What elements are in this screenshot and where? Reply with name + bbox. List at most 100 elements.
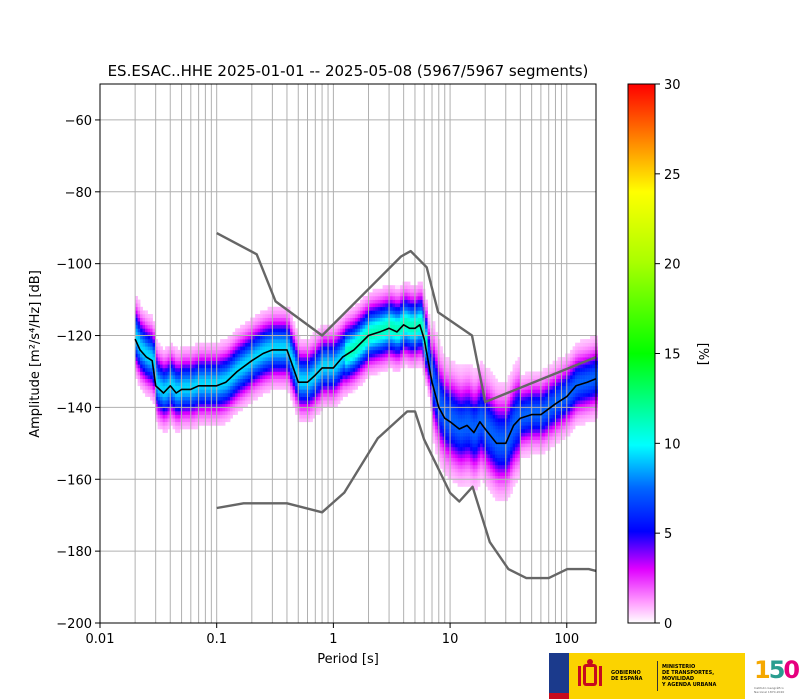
- heatmap-cell: [417, 292, 421, 297]
- heatmap-cell: [487, 450, 491, 455]
- heatmap-cell: [380, 299, 383, 304]
- heatmap-cell: [535, 385, 538, 390]
- heatmap-cell: [305, 339, 308, 343]
- heatmap-cell: [302, 411, 306, 415]
- heatmap-cell: [497, 486, 501, 491]
- heatmap-cell: [515, 450, 518, 455]
- heatmap-cell: [225, 400, 228, 405]
- heatmap-cell: [252, 335, 256, 340]
- heatmap-cell: [545, 382, 548, 387]
- heatmap-cell: [342, 314, 346, 318]
- chart-title: ES.ESAC..HHE 2025-01-01 -- 2025-05-08 (5…: [108, 62, 589, 80]
- heatmap-cell: [247, 346, 251, 351]
- heatmap-cell: [460, 407, 463, 412]
- heatmap-cell: [312, 382, 316, 387]
- heatmap-cell: [442, 364, 446, 369]
- heatmap-cell: [310, 407, 313, 412]
- heatmap-cell: [515, 403, 518, 408]
- heatmap-cell: [515, 432, 518, 437]
- heatmap-cell: [327, 385, 331, 390]
- heatmap-cell: [195, 400, 198, 405]
- heatmap-cell: [217, 371, 221, 376]
- heatmap-cell: [385, 292, 388, 297]
- heatmap-cell: [527, 443, 531, 448]
- heatmap-cell: [467, 396, 471, 401]
- heatmap-cell: [545, 378, 548, 383]
- heatmap-cell: [482, 364, 486, 369]
- heatmap-cell: [337, 367, 341, 372]
- heatmap-cell: [532, 446, 536, 451]
- heatmap-cell: [135, 335, 138, 340]
- heatmap-cell: [465, 414, 468, 419]
- heatmap-cell: [280, 321, 283, 326]
- heatmap-cell: [307, 389, 311, 394]
- heatmap-cell: [247, 385, 251, 390]
- heatmap-cell: [297, 418, 301, 423]
- heatmap-cell: [545, 446, 548, 451]
- heatmap-cell: [425, 306, 428, 311]
- heatmap-cell: [495, 418, 498, 423]
- heatmap-cell: [377, 328, 381, 333]
- heatmap-cell: [267, 342, 271, 347]
- heatmap-cell: [260, 349, 263, 354]
- heatmap-cell: [320, 367, 323, 372]
- heatmap-cell: [497, 450, 501, 455]
- heatmap-cell: [535, 450, 538, 455]
- heatmap-cell: [185, 349, 188, 354]
- heatmap-cell: [497, 407, 501, 412]
- heatmap-cell: [155, 339, 158, 343]
- heatmap-cell: [232, 411, 236, 415]
- heatmap-cell: [375, 335, 378, 340]
- heatmap-cell: [377, 331, 381, 336]
- heatmap-cell: [365, 353, 368, 358]
- heatmap-cell: [397, 324, 401, 329]
- heatmap-cell: [362, 331, 366, 336]
- heatmap-cell: [522, 439, 526, 444]
- heatmap-cell: [407, 335, 411, 340]
- heatmap-cell: [172, 364, 176, 369]
- heatmap-cell: [492, 457, 496, 462]
- heatmap-cell: [400, 335, 403, 340]
- heatmap-cell: [177, 353, 181, 358]
- heatmap-cell: [307, 342, 311, 347]
- heatmap-cell: [412, 296, 416, 300]
- heatmap-cell: [562, 378, 566, 383]
- heatmap-cell: [217, 407, 221, 412]
- heatmap-cell: [450, 411, 453, 415]
- heatmap-cell: [265, 335, 268, 340]
- heatmap-cell: [580, 371, 583, 376]
- heatmap-cell: [477, 396, 481, 401]
- heatmap-cell: [372, 288, 376, 293]
- heatmap-cell: [512, 367, 516, 372]
- heatmap-cell: [165, 411, 168, 415]
- heatmap-cell: [452, 429, 456, 433]
- heatmap-cell: [557, 432, 561, 437]
- heatmap-cell: [382, 306, 386, 311]
- heatmap-cell: [317, 411, 321, 415]
- heatmap-cell: [427, 349, 431, 354]
- heatmap-cell: [427, 385, 431, 390]
- heatmap-cell: [442, 425, 446, 430]
- heatmap-cell: [495, 493, 498, 498]
- heatmap-cell: [445, 389, 448, 394]
- heatmap-cell: [150, 371, 153, 376]
- heatmap-cell: [135, 364, 138, 369]
- heatmap-cell: [247, 349, 251, 354]
- heatmap-cell: [455, 393, 458, 397]
- heatmap-cell: [392, 314, 396, 318]
- heatmap-cell: [212, 418, 216, 423]
- heatmap-cell: [562, 371, 566, 376]
- heatmap-cell: [272, 339, 276, 343]
- heatmap-cell: [187, 385, 191, 390]
- heatmap-cell: [592, 385, 596, 390]
- heatmap-cell: [527, 439, 531, 444]
- heatmap-cell: [162, 421, 166, 426]
- heatmap-cell: [145, 321, 148, 326]
- heatmap-cell: [335, 339, 338, 343]
- heatmap-cell: [485, 421, 488, 426]
- heatmap-cell: [487, 407, 491, 412]
- heatmap-cell: [442, 385, 446, 390]
- heatmap-cell: [442, 400, 446, 405]
- heatmap-cell: [482, 421, 486, 426]
- heatmap-cell: [185, 357, 188, 361]
